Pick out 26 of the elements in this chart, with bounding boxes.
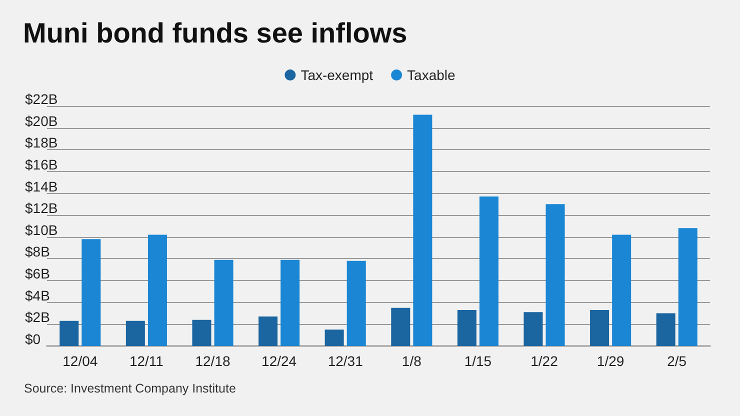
x-tick-label: 1/22: [530, 353, 558, 369]
legend-label: Taxable: [407, 67, 456, 83]
y-tick-label: $10B: [25, 222, 58, 238]
y-tick-label: $12B: [25, 200, 58, 216]
chart-title: Muni bond funds see inflows: [23, 18, 408, 48]
y-tick-label: $20B: [25, 112, 58, 129]
y-tick-label: $6B: [25, 266, 50, 282]
x-tick-label: 1/15: [464, 353, 492, 369]
x-tick-label: 12/31: [328, 353, 364, 369]
source-note: Source: Investment Company Institute: [24, 382, 236, 396]
x-tick-label: 12/24: [262, 353, 297, 369]
y-tick-label: $22B: [25, 91, 58, 107]
x-tick-label: 1/8: [402, 353, 422, 369]
x-tick-label: 12/11: [129, 353, 164, 369]
x-tick-label: 12/04: [62, 353, 98, 369]
y-tick-label: $2B: [25, 309, 50, 326]
y-tick-label: $18B: [25, 134, 58, 151]
legend-label: Tax-exempt: [300, 67, 374, 83]
y-tick-label: $14B: [25, 178, 58, 194]
y-tick-label: $0: [25, 331, 41, 347]
x-tick-label: 2/5: [667, 353, 687, 369]
y-tick-label: $4B: [25, 287, 50, 304]
x-tick-label: 12/18: [195, 353, 230, 369]
y-tick-label: $8B: [25, 244, 50, 260]
x-tick-label: 1/29: [596, 353, 624, 369]
y-tick-label: $16B: [25, 156, 58, 172]
